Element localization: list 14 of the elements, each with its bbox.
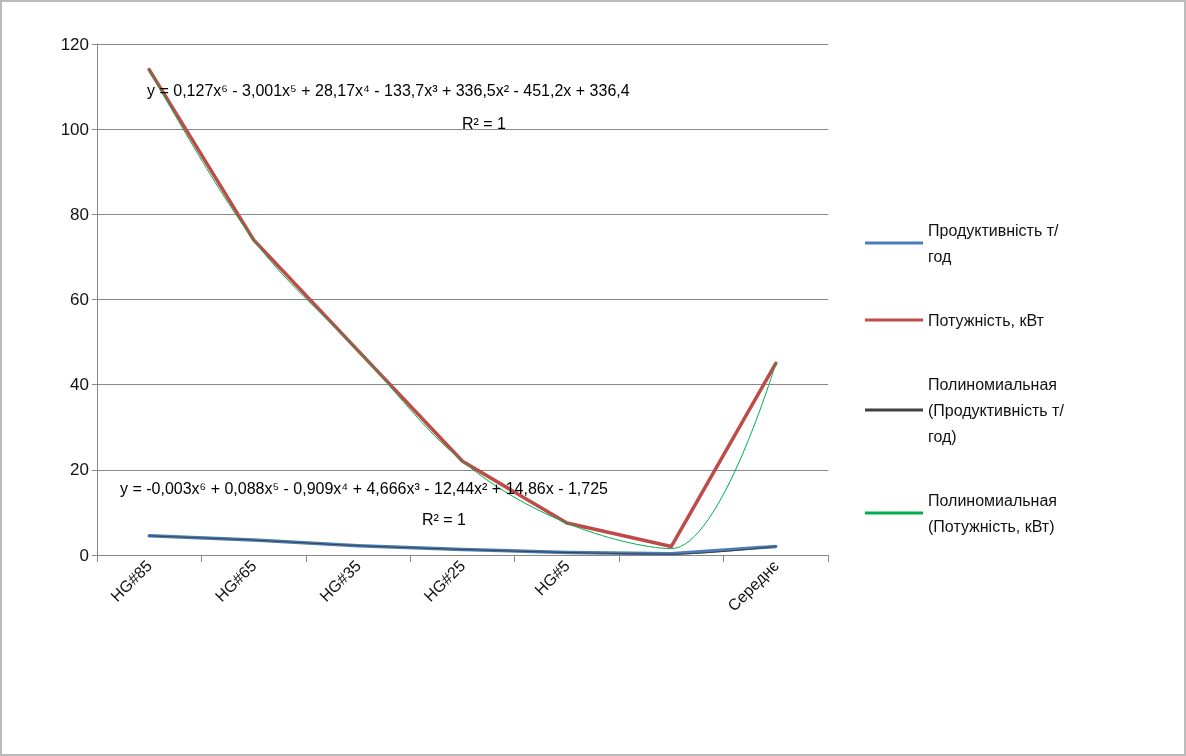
legend-label: Потужність, кВт [928, 311, 1045, 329]
legend-label: Полиномиальная (Потужність, кВт) [928, 491, 1062, 535]
legend-label: Продуктивність т/год [928, 221, 1060, 265]
annotation: y = 0,127x⁶ - 3,001x⁵ + 28,17x⁴ - 133,7x³ + 336,5x² - 451,2x + 336,4 [147, 81, 630, 99]
annotation: R² = 1 [462, 114, 507, 132]
y-tick-label: 20 [70, 460, 89, 480]
y-tick-label: 0 [79, 545, 89, 565]
legend-label: Полиномиальная (Продуктивність т/год) [928, 375, 1065, 445]
y-tick-label: 80 [70, 204, 89, 224]
y-tick-label: 120 [60, 34, 89, 54]
y-tick-label: 60 [70, 290, 89, 309]
y-tick-label: 40 [70, 375, 89, 395]
y-tick-label: 100 [60, 119, 89, 139]
annotation: R² = 1 [422, 510, 467, 528]
